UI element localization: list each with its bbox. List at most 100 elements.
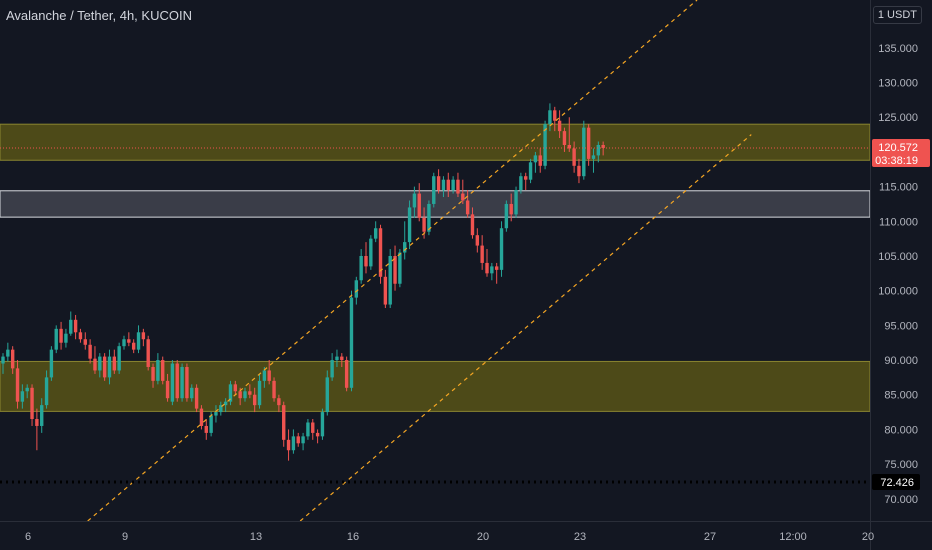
x-tick-label: 27 — [704, 531, 716, 543]
candle-body — [519, 176, 523, 191]
candle-body — [315, 432, 320, 437]
candle-body — [93, 358, 97, 371]
candle-body — [485, 262, 489, 274]
candle-body — [586, 127, 591, 159]
candle-body — [494, 266, 499, 270]
y-tick-label: 125.000 — [878, 112, 918, 124]
candle-body — [238, 391, 242, 399]
chart-title: Avalanche / Tether, 4h, KUCOIN — [6, 8, 192, 23]
candle-body — [190, 387, 194, 399]
candle-body — [504, 203, 509, 229]
level-badge-label: 72.426 — [880, 477, 914, 489]
candle-body — [393, 255, 397, 284]
candle-body — [475, 235, 480, 246]
candle-body — [296, 436, 300, 444]
x-tick-label: 23 — [574, 531, 586, 543]
candle-body — [601, 144, 605, 148]
y-tick-label: 90.000 — [884, 355, 918, 367]
candle-body — [286, 439, 291, 451]
candle-body — [320, 412, 325, 437]
candle-body — [156, 360, 160, 381]
candle-body — [557, 120, 562, 132]
candle-body — [436, 176, 441, 191]
lower-channel — [299, 134, 752, 522]
candle-body — [528, 162, 533, 180]
current-price-badge — [872, 138, 930, 167]
x-tick-label: 6 — [25, 531, 31, 543]
candle-body — [252, 394, 257, 406]
candle-body — [572, 148, 576, 166]
candle-body — [533, 155, 538, 163]
candle-body — [170, 363, 175, 402]
candle-body — [122, 339, 126, 347]
candle-body — [562, 131, 567, 145]
candle-body — [262, 370, 267, 381]
y-tick-label: 85.000 — [884, 390, 918, 402]
candle-body — [354, 280, 359, 298]
candle-body — [243, 391, 247, 399]
currency-selector[interactable]: 1 USDT — [872, 6, 922, 24]
candle-body — [117, 346, 121, 371]
candle-body — [223, 401, 228, 406]
candle-body — [499, 228, 504, 270]
y-tick-label: 75.000 — [884, 459, 918, 471]
candle-body — [480, 245, 484, 263]
y-tick-label: 80.000 — [884, 424, 918, 436]
candle-body — [112, 356, 117, 371]
candle-body — [456, 179, 460, 194]
candle-body — [146, 339, 150, 367]
candle-body — [383, 276, 388, 305]
candle-body — [446, 179, 450, 191]
candle-body — [49, 349, 54, 378]
candle-body — [257, 380, 262, 406]
candle-body — [311, 422, 315, 433]
candle-body — [219, 405, 223, 413]
candle-body — [417, 193, 421, 218]
y-tick-label: 115.000 — [879, 182, 918, 194]
candle-body — [151, 366, 155, 381]
candle-body — [422, 217, 426, 232]
candle-body — [441, 179, 446, 191]
candle-body — [514, 190, 518, 215]
candle-body — [567, 144, 571, 149]
candle-body — [306, 422, 310, 437]
candle-body — [596, 144, 601, 156]
y-tick-label: 135.000 — [878, 43, 918, 55]
candle-body — [127, 339, 131, 343]
candle-body — [461, 193, 465, 201]
y-tick-label: 110.000 — [879, 216, 918, 228]
candle-body — [591, 155, 596, 159]
candle-body — [373, 228, 378, 239]
candle-body — [432, 176, 436, 204]
candle-body — [102, 356, 107, 378]
candle-body — [451, 179, 455, 191]
x-tick-label: 13 — [250, 531, 262, 543]
x-tick-label: 12:00 — [779, 531, 807, 543]
candle-body — [175, 363, 179, 399]
candle-body — [161, 360, 165, 381]
candle-body — [267, 370, 271, 381]
level-badge — [872, 473, 920, 490]
candle-body — [20, 391, 25, 402]
candle-body — [524, 176, 528, 180]
candle-body — [131, 342, 136, 350]
candle-body — [282, 405, 286, 440]
candle-body — [301, 436, 305, 444]
candle-body — [340, 356, 344, 361]
levels-layer — [0, 147, 870, 484]
x-tick-label: 9 — [122, 531, 128, 543]
candle-body — [54, 328, 58, 350]
candle-body — [141, 332, 146, 340]
candle-body — [248, 391, 252, 395]
candle-body — [199, 408, 204, 426]
candle-body — [412, 193, 417, 208]
candle-body — [98, 356, 102, 371]
y-tick-label: 95.000 — [884, 320, 918, 332]
y-tick-label: 100.000 — [878, 286, 918, 298]
candle-body — [64, 333, 68, 343]
candle-body — [180, 366, 184, 399]
current-price-label: 120.572 — [878, 142, 918, 154]
candle-body — [577, 165, 581, 177]
